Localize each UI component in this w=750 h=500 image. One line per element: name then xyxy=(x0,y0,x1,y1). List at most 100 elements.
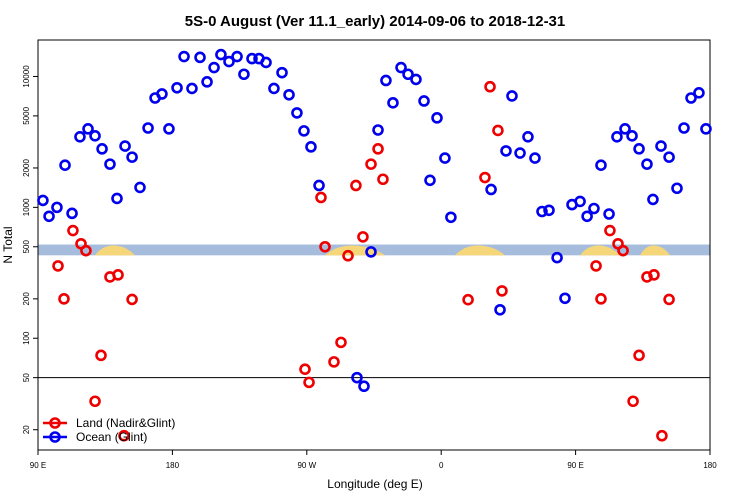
point xyxy=(514,147,526,159)
point xyxy=(551,251,563,264)
point xyxy=(611,131,623,143)
point xyxy=(439,152,451,164)
land-shape xyxy=(95,245,135,256)
point xyxy=(89,130,101,142)
point xyxy=(276,66,288,79)
point xyxy=(171,81,183,94)
point xyxy=(648,269,660,281)
point xyxy=(89,395,101,408)
point xyxy=(377,173,389,186)
legend-marker xyxy=(49,417,61,429)
point xyxy=(303,376,315,389)
x-tick-label: 90 W xyxy=(297,461,316,470)
land-shape xyxy=(455,245,505,256)
point xyxy=(305,141,317,153)
point xyxy=(603,208,615,220)
point xyxy=(268,82,280,95)
point xyxy=(126,293,138,306)
point xyxy=(372,143,384,155)
point xyxy=(647,193,659,206)
point xyxy=(663,293,675,306)
point xyxy=(43,210,55,223)
point xyxy=(238,68,250,81)
point xyxy=(82,123,94,135)
point xyxy=(641,158,653,170)
plot-frame xyxy=(37,39,711,451)
point xyxy=(66,207,78,220)
point xyxy=(595,159,607,171)
point xyxy=(201,76,213,88)
point xyxy=(52,260,64,272)
legend-label: Land (Nadir&Glint) xyxy=(76,416,175,430)
x-axis-title: Longitude (deg E) xyxy=(327,477,422,491)
point xyxy=(617,244,629,257)
point xyxy=(387,97,399,109)
point xyxy=(299,363,311,376)
point xyxy=(395,61,407,74)
point xyxy=(626,130,638,142)
point xyxy=(663,151,675,163)
point xyxy=(96,143,108,155)
point xyxy=(492,124,504,137)
point xyxy=(633,349,645,362)
point xyxy=(119,140,131,152)
point xyxy=(581,210,593,223)
point xyxy=(163,123,175,135)
point xyxy=(595,293,607,305)
point xyxy=(506,90,518,102)
point xyxy=(536,205,548,218)
point xyxy=(619,123,631,135)
point xyxy=(365,158,377,170)
point xyxy=(67,224,79,237)
point xyxy=(479,171,491,184)
point xyxy=(418,95,430,107)
y-tick-label: 500 xyxy=(22,240,31,254)
point xyxy=(178,50,190,63)
point xyxy=(604,224,616,237)
point xyxy=(693,87,705,99)
point xyxy=(328,356,340,368)
point xyxy=(365,246,377,258)
point xyxy=(223,55,235,68)
point xyxy=(342,249,354,262)
point xyxy=(95,349,107,362)
point xyxy=(319,240,331,253)
land-shape xyxy=(580,245,620,256)
point xyxy=(351,371,363,384)
point xyxy=(372,124,384,136)
point xyxy=(494,303,506,316)
point xyxy=(80,244,92,257)
y-tick-label: 5000 xyxy=(22,106,31,124)
point xyxy=(126,151,138,163)
point xyxy=(186,82,198,95)
point xyxy=(678,122,690,134)
point xyxy=(462,293,474,306)
point xyxy=(208,61,220,74)
point xyxy=(142,122,154,134)
point xyxy=(51,201,63,214)
legend-marker xyxy=(49,431,61,443)
x-tick-label: 180 xyxy=(703,461,717,470)
point xyxy=(627,395,639,408)
point xyxy=(134,181,146,194)
point xyxy=(529,152,541,164)
point xyxy=(283,88,295,101)
point xyxy=(104,158,116,170)
chart-title: 5S-0 August (Ver 11.1_early) 2014-09-06 … xyxy=(185,13,566,30)
point xyxy=(358,380,370,393)
point xyxy=(445,211,457,224)
y-tick-label: 20 xyxy=(22,425,31,434)
land-shape xyxy=(640,245,670,256)
point xyxy=(685,92,697,104)
y-tick-label: 1000 xyxy=(22,198,31,216)
y-tick-label: 200 xyxy=(22,292,31,306)
point xyxy=(313,179,325,192)
point xyxy=(215,48,227,61)
point xyxy=(485,183,497,196)
x-tick-label: 90 E xyxy=(30,461,46,470)
point xyxy=(655,140,667,152)
y-tick-label: 2000 xyxy=(22,159,31,177)
point xyxy=(671,182,683,195)
point xyxy=(380,74,392,87)
